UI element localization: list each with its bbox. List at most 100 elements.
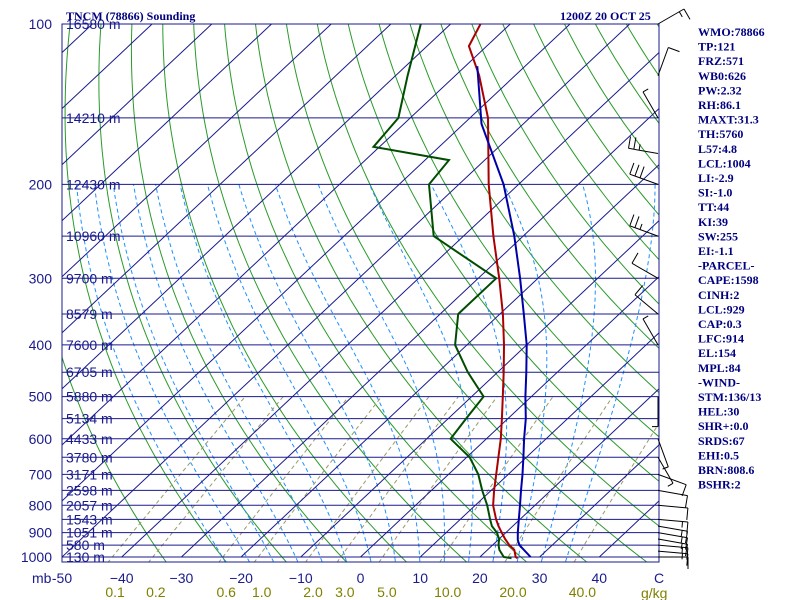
parcel-trace (476, 66, 532, 558)
wind-barb-flag (634, 285, 644, 296)
index-value: SHR+:0.0 (698, 419, 749, 433)
index-value: LCL:1004 (698, 156, 751, 170)
temperature-tick-label: 20 (472, 570, 488, 586)
index-value: -WIND- (698, 375, 740, 389)
wind-barb-staff (642, 91, 659, 119)
dewpoint-trace (371, 24, 512, 560)
height-label: 8579 m (66, 306, 113, 322)
dry-adiabat (130, 24, 348, 562)
index-value: WB0:626 (698, 69, 746, 83)
index-value: -PARCEL- (698, 259, 754, 273)
moist-adiabat (274, 184, 421, 562)
moist-adiabat (317, 184, 446, 562)
dry-adiabat (533, 24, 659, 216)
isotherm (240, 163, 659, 558)
isotherm (62, 24, 272, 222)
index-value: HEL:30 (698, 405, 739, 419)
height-label: 12430 m (66, 176, 120, 192)
wind-barb (628, 136, 659, 154)
wind-barb (657, 473, 687, 497)
dry-adiabat (62, 355, 167, 562)
mixing-ratio-line (573, 422, 659, 562)
dry-adiabat (64, 24, 227, 562)
temperature-tick-label: −30 (170, 570, 194, 586)
wind-barb-flag (685, 544, 688, 557)
dry-adiabat (224, 24, 528, 562)
wind-barb-half-flag (662, 466, 669, 470)
temperature-tick-label: 0 (357, 570, 365, 586)
wind-barb-staff (657, 47, 669, 76)
wind-barb-flag (686, 507, 689, 520)
isotherm (181, 107, 659, 558)
index-value: CINH:2 (698, 288, 739, 302)
wind-barb (631, 252, 659, 279)
mixing-ratio-line (107, 396, 246, 562)
isotherm (62, 24, 451, 390)
moist-adiabat (155, 184, 323, 562)
mixing-ratio-line (218, 396, 350, 562)
mixing-ratio-line (304, 396, 430, 562)
pressure-tick-label: 500 (29, 389, 53, 405)
moist-adiabat (179, 184, 348, 562)
wind-barb (642, 88, 659, 119)
mixing-ratio-tick-label: 0.2 (146, 584, 166, 600)
index-value: CAP:0.3 (698, 317, 742, 331)
dry-adiabat (255, 24, 588, 562)
dry-adiabat (98, 24, 287, 562)
wind-barb (657, 504, 689, 520)
index-value: LFC:914 (698, 332, 744, 346)
height-label: 130 m (66, 549, 105, 565)
wind-barb-flag (634, 164, 640, 177)
moist-adiabat (112, 184, 275, 562)
mixing-ratio-tick-label: 5.0 (377, 584, 397, 600)
pressure-tick-label: 600 (29, 431, 53, 447)
wind-barb-half-flag (680, 543, 683, 550)
wind-barb-staff (629, 173, 659, 185)
wind-barb (657, 457, 674, 487)
wind-barb-half-flag (681, 553, 683, 560)
wind-barb (657, 438, 669, 470)
temperature-tick-label: −40 (110, 570, 134, 586)
moist-adiabat (564, 184, 656, 562)
wind-barb-flag (686, 553, 689, 566)
mixing-ratio-line (378, 396, 498, 562)
pressure-tick-label: 200 (29, 176, 53, 192)
isotherm (62, 24, 213, 166)
wind-barb-staff (657, 532, 688, 539)
wind-barb-half-flag (638, 144, 641, 151)
wind-barb-flag (683, 8, 691, 20)
wind-barb (657, 550, 689, 566)
height-label: 1543 m (66, 511, 113, 527)
mixing-ratio-tick-label: 40.0 (569, 584, 596, 600)
height-label: 9700 m (66, 270, 113, 286)
index-value: CAPE:1598 (698, 273, 759, 287)
wind-barb-half-flag (680, 536, 683, 543)
wind-barb (629, 162, 659, 185)
dry-adiabat (285, 24, 648, 562)
wind-barb-staff (657, 550, 688, 555)
wind-barb-flag (681, 484, 687, 497)
wind-barb (657, 8, 691, 25)
pressure-tick-label: 400 (29, 337, 53, 353)
temperature-tick-label: 40 (592, 570, 608, 586)
isotherm (62, 24, 511, 446)
moist-adiabat (93, 184, 251, 562)
wind-barb-staff (657, 504, 688, 509)
height-label: 3780 m (66, 449, 113, 465)
wind-barb-flag (685, 537, 688, 550)
pressure-tick-label: 800 (29, 497, 53, 513)
index-value: STM:136/13 (698, 390, 761, 404)
pressure-tick-label: 100 (29, 16, 53, 32)
height-label: 2057 m (66, 497, 113, 513)
index-value: FRZ:571 (698, 54, 744, 68)
wind-barb-staff (657, 438, 669, 468)
isotherm (479, 388, 659, 558)
wind-barb-flag (668, 47, 680, 53)
chart-title: TNCM (78866) Sounding (66, 9, 195, 23)
wind-barb (634, 285, 659, 315)
dry-adiabat (347, 24, 659, 482)
height-label: 1051 m (66, 525, 113, 541)
height-label: 7600 m (66, 337, 113, 353)
wind-barb-half-flag (667, 482, 674, 487)
